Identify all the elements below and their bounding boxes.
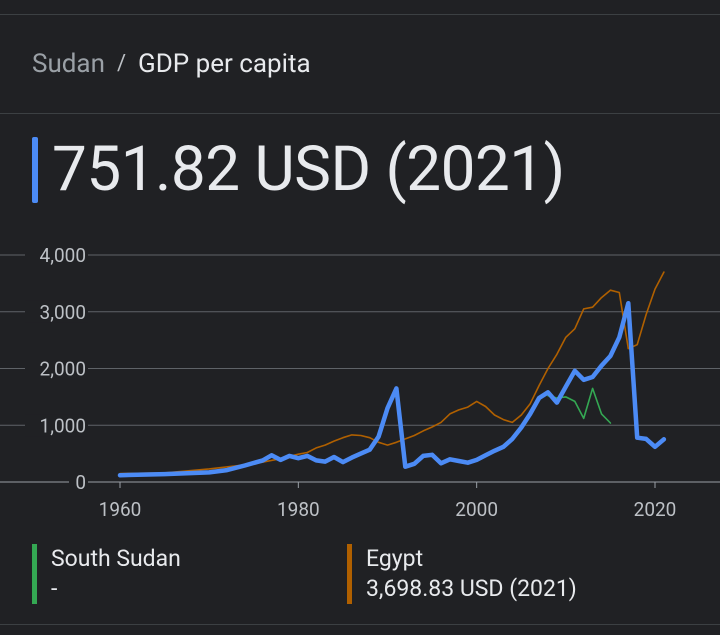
y-tick-label-backdrop bbox=[25, 300, 88, 323]
series-color-bar bbox=[32, 137, 38, 203]
legend-swatch-egypt bbox=[347, 544, 352, 604]
series-line-egypt[interactable] bbox=[119, 271, 665, 475]
y-tick-label-backdrop bbox=[25, 244, 88, 266]
series-line-sudan[interactable] bbox=[117, 300, 667, 478]
y-axis-ticks: 0 1,000 2,000 3,000 4,000 bbox=[25, 244, 88, 494]
x-tick-label: 1960 bbox=[99, 498, 142, 521]
y-tick-label-backdrop bbox=[69, 471, 88, 493]
x-tick-label: 1980 bbox=[277, 498, 320, 521]
series-line-south-sudan[interactable] bbox=[547, 387, 612, 424]
y-tick-label: 3,000 bbox=[40, 301, 86, 324]
series-lines bbox=[117, 271, 667, 478]
y-tick-label-backdrop bbox=[25, 357, 88, 380]
y-tick-label-backdrop bbox=[25, 414, 88, 437]
legend-name: South Sudan bbox=[51, 545, 181, 572]
grid-lines bbox=[0, 254, 720, 483]
legend-name: Egypt bbox=[366, 545, 424, 572]
legend-item-south-sudan[interactable]: South Sudan - bbox=[32, 544, 181, 604]
y-tick-label: 1,000 bbox=[40, 414, 86, 437]
gdp-line-chart[interactable]: 0 1,000 2,000 3,000 4,000 1960 1980 2000 2020 bbox=[0, 240, 720, 530]
breadcrumb-separator: / bbox=[116, 51, 127, 76]
top-divider bbox=[0, 14, 720, 15]
section-divider bbox=[0, 113, 720, 114]
y-tick-label: 4,000 bbox=[40, 244, 86, 267]
headline-value: 751.82 USD (2021) bbox=[52, 133, 565, 206]
y-tick-label: 2,000 bbox=[40, 358, 86, 381]
legend-swatch-south-sudan bbox=[32, 544, 37, 604]
legend-item-egypt[interactable]: Egypt 3,698.83 USD (2021) bbox=[347, 544, 577, 604]
headline: 751.82 USD (2021) bbox=[32, 136, 565, 204]
breadcrumb-current: GDP per capita bbox=[138, 49, 311, 79]
y-tick-label: 0 bbox=[75, 471, 86, 494]
x-tick-label: 2000 bbox=[455, 498, 498, 521]
x-axis-ticks: 1960 1980 2000 2020 bbox=[99, 482, 677, 521]
bottom-divider bbox=[0, 624, 720, 625]
breadcrumb-parent[interactable]: Sudan bbox=[32, 49, 105, 79]
breadcrumb: Sudan / GDP per capita bbox=[32, 46, 311, 82]
x-tick-label: 2020 bbox=[634, 498, 677, 521]
legend-value: 3,698.83 USD (2021) bbox=[366, 575, 577, 602]
legend-value: - bbox=[51, 575, 58, 602]
